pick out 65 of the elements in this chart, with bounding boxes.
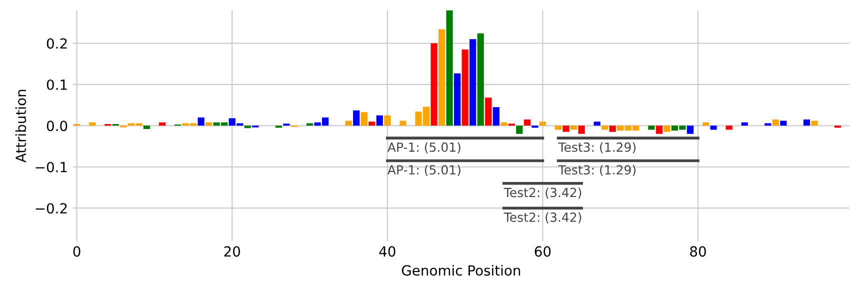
y-tick-label: −0.1	[36, 162, 67, 172]
annotation: AP-1: (5.01)	[388, 164, 460, 176]
bar	[485, 98, 492, 126]
bar	[430, 43, 438, 126]
bar	[516, 126, 523, 134]
bar	[353, 110, 360, 126]
bar	[578, 126, 585, 134]
y-tick-label: 0.1	[46, 79, 67, 90]
bar	[726, 126, 732, 130]
bar	[602, 126, 608, 130]
bar	[609, 126, 616, 132]
bar	[492, 107, 500, 126]
bar	[198, 117, 204, 126]
bar	[477, 33, 484, 126]
bar	[376, 115, 383, 126]
bar	[462, 49, 468, 126]
x-tick-label: 0	[73, 246, 80, 257]
bar	[656, 126, 662, 134]
bar	[539, 122, 546, 126]
bar	[702, 122, 710, 126]
bar	[570, 126, 578, 130]
x-tick-label: 20	[224, 246, 240, 257]
bar	[306, 123, 314, 126]
bar	[384, 115, 391, 126]
bar	[368, 122, 376, 126]
bar	[345, 120, 352, 126]
bar	[454, 73, 461, 126]
bar	[562, 126, 570, 132]
bar	[764, 123, 772, 126]
bar	[710, 126, 717, 130]
bar	[594, 122, 600, 126]
x-tick-label: 60	[534, 246, 551, 257]
annotation: Test3: (1.29)	[558, 142, 636, 154]
y-tick-label: 0.2	[46, 38, 67, 49]
bar	[772, 120, 779, 126]
bar	[648, 126, 655, 130]
bar	[206, 122, 212, 126]
bar	[446, 10, 453, 126]
bar	[686, 126, 694, 134]
bar	[438, 29, 446, 126]
y-tick-label: 0.0	[46, 120, 68, 132]
bar	[780, 120, 787, 126]
bar	[360, 112, 368, 126]
bar	[158, 122, 166, 126]
x-axis-title: Genomic Position	[402, 264, 520, 276]
x-tick-label: 80	[690, 246, 706, 257]
annotation: Test2: (3.42)	[504, 188, 582, 199]
annotation: Test2: (3.42)	[504, 212, 582, 224]
bar	[400, 120, 406, 126]
bar	[741, 122, 748, 126]
annotation: Test3: (1.29)	[558, 164, 636, 176]
bar	[664, 126, 670, 132]
bar	[811, 120, 818, 126]
annotation: AP-1: (5.01)	[388, 142, 460, 154]
bar	[554, 126, 562, 130]
bar	[500, 122, 508, 126]
bar	[244, 126, 251, 128]
y-tick-label: −0.2	[36, 203, 67, 214]
bar	[470, 39, 476, 126]
bar	[524, 120, 530, 126]
x-tick-label: 40	[379, 246, 396, 257]
bar	[143, 126, 150, 129]
y-axis-title: Attribution	[15, 90, 26, 163]
bar	[89, 122, 96, 126]
bar	[803, 120, 810, 126]
